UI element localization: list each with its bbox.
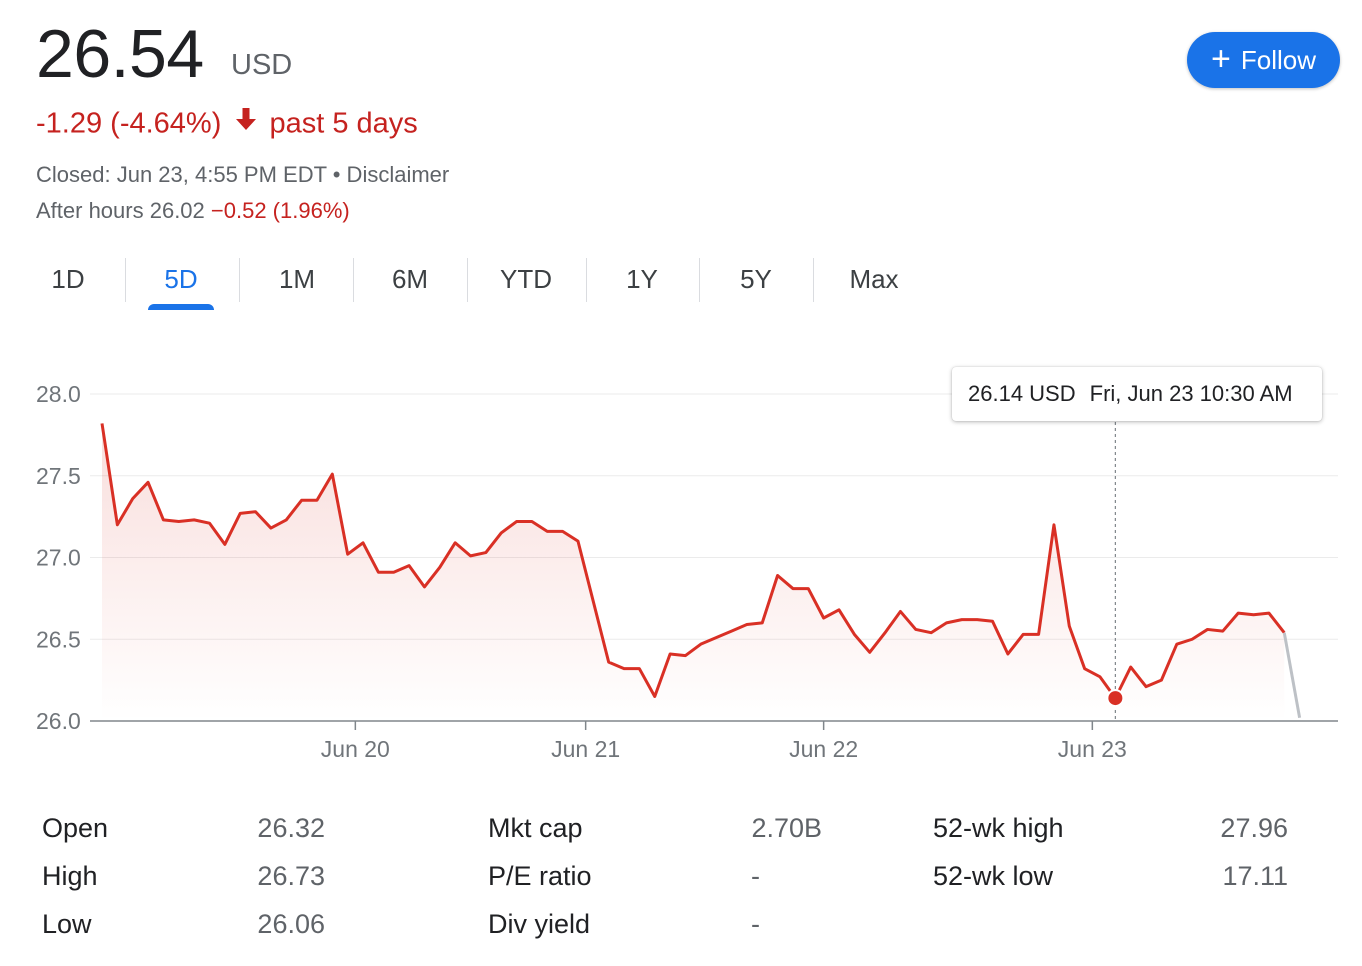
- price: 26.54: [36, 16, 204, 92]
- x-tick-label: Jun 22: [789, 736, 858, 762]
- currency-label: USD: [231, 49, 293, 81]
- tab-1y[interactable]: 1Y: [626, 264, 658, 294]
- stat-52wk-high-label: 52-wk high: [933, 813, 1064, 843]
- tab-divider: [467, 258, 468, 302]
- stat-open-value: 26.32: [257, 813, 325, 843]
- y-tick-label: 26.5: [36, 626, 81, 652]
- y-tick-label: 27.0: [36, 545, 81, 571]
- price-chart[interactable]: 28.0 27.5 27.0 26.5 26.0 Jun 20 Jun 21 Jun 22 Ju…: [0, 350, 1362, 780]
- tab-divider: [813, 258, 814, 302]
- y-tick-label: 26.0: [36, 708, 81, 734]
- stat-high-value: 26.73: [257, 861, 325, 891]
- price-change: -1.29 (-4.64%): [36, 107, 222, 140]
- y-tick-label: 28.0: [36, 381, 81, 407]
- tooltip-value: 26.14 USD: [968, 381, 1076, 406]
- highlight-point: [1106, 689, 1125, 708]
- stat-52wk-low-value: 17.11: [1222, 861, 1288, 891]
- stat-divyield-label: Div yield: [488, 909, 591, 939]
- after-hours-row: After hours 26.02 −0.52 (1.96%): [36, 196, 350, 226]
- tab-5d[interactable]: 5D: [148, 256, 214, 310]
- tab-divider: [586, 258, 587, 302]
- closed-status: Closed: Jun 23, 4:55 PM EDT • Disclaimer: [36, 162, 450, 187]
- stat-mktcap-value: 2.70B: [751, 813, 822, 843]
- tab-divider: [699, 258, 700, 302]
- follow-button[interactable]: + Follow: [1187, 32, 1340, 88]
- tab-divider: [239, 258, 240, 302]
- price-line: [100, 423, 1286, 700]
- price-area: [102, 423, 1285, 721]
- tab-divider: [125, 258, 126, 302]
- tab-6m[interactable]: 6M: [391, 264, 429, 294]
- plus-icon: +: [1211, 39, 1231, 78]
- chart-tooltip: 26.14 USD Fri, Jun 23 10:30 AM: [952, 367, 1322, 421]
- tab-5d-label: 5D: [164, 264, 198, 294]
- stat-52wk-low-label: 52-wk low: [933, 861, 1054, 891]
- x-tick-label: Jun 21: [551, 736, 620, 762]
- x-tick-label: Jun 20: [321, 736, 390, 762]
- after-hours-line: [1282, 632, 1302, 718]
- active-tab-indicator: [148, 304, 214, 310]
- tooltip-date: Fri, Jun 23 10:30 AM: [1089, 381, 1293, 406]
- y-tick-label: 27.5: [36, 463, 81, 489]
- stat-52wk-high-value: 27.96: [1220, 813, 1288, 843]
- stat-low-value: 26.06: [257, 909, 325, 939]
- tab-1m[interactable]: 1M: [278, 264, 316, 294]
- change-period: past 5 days: [269, 107, 418, 140]
- price-change-row: -1.29 (-4.64%) past 5 days: [36, 104, 418, 146]
- tab-max[interactable]: Max: [849, 264, 899, 294]
- stat-mktcap-label: Mkt cap: [488, 813, 583, 843]
- stat-pe-label: P/E ratio: [488, 861, 592, 891]
- after-hours-price: After hours 26.02: [36, 198, 205, 223]
- stat-high-label: High: [42, 861, 98, 891]
- x-tick-label: Jun 23: [1058, 736, 1127, 762]
- after-hours-change: −0.52 (1.96%): [210, 198, 350, 223]
- follow-label: Follow: [1240, 44, 1316, 75]
- stat-low-label: Low: [42, 909, 92, 939]
- stat-open-label: Open: [42, 813, 109, 843]
- stat-divyield-value: -: [751, 909, 760, 939]
- tab-ytd[interactable]: YTD: [500, 264, 552, 294]
- arrow-down-icon: [235, 104, 257, 140]
- stat-pe-value: -: [751, 861, 760, 891]
- tab-1d[interactable]: 1D: [51, 264, 85, 294]
- tab-5y[interactable]: 5Y: [740, 264, 772, 294]
- tab-divider: [353, 258, 354, 302]
